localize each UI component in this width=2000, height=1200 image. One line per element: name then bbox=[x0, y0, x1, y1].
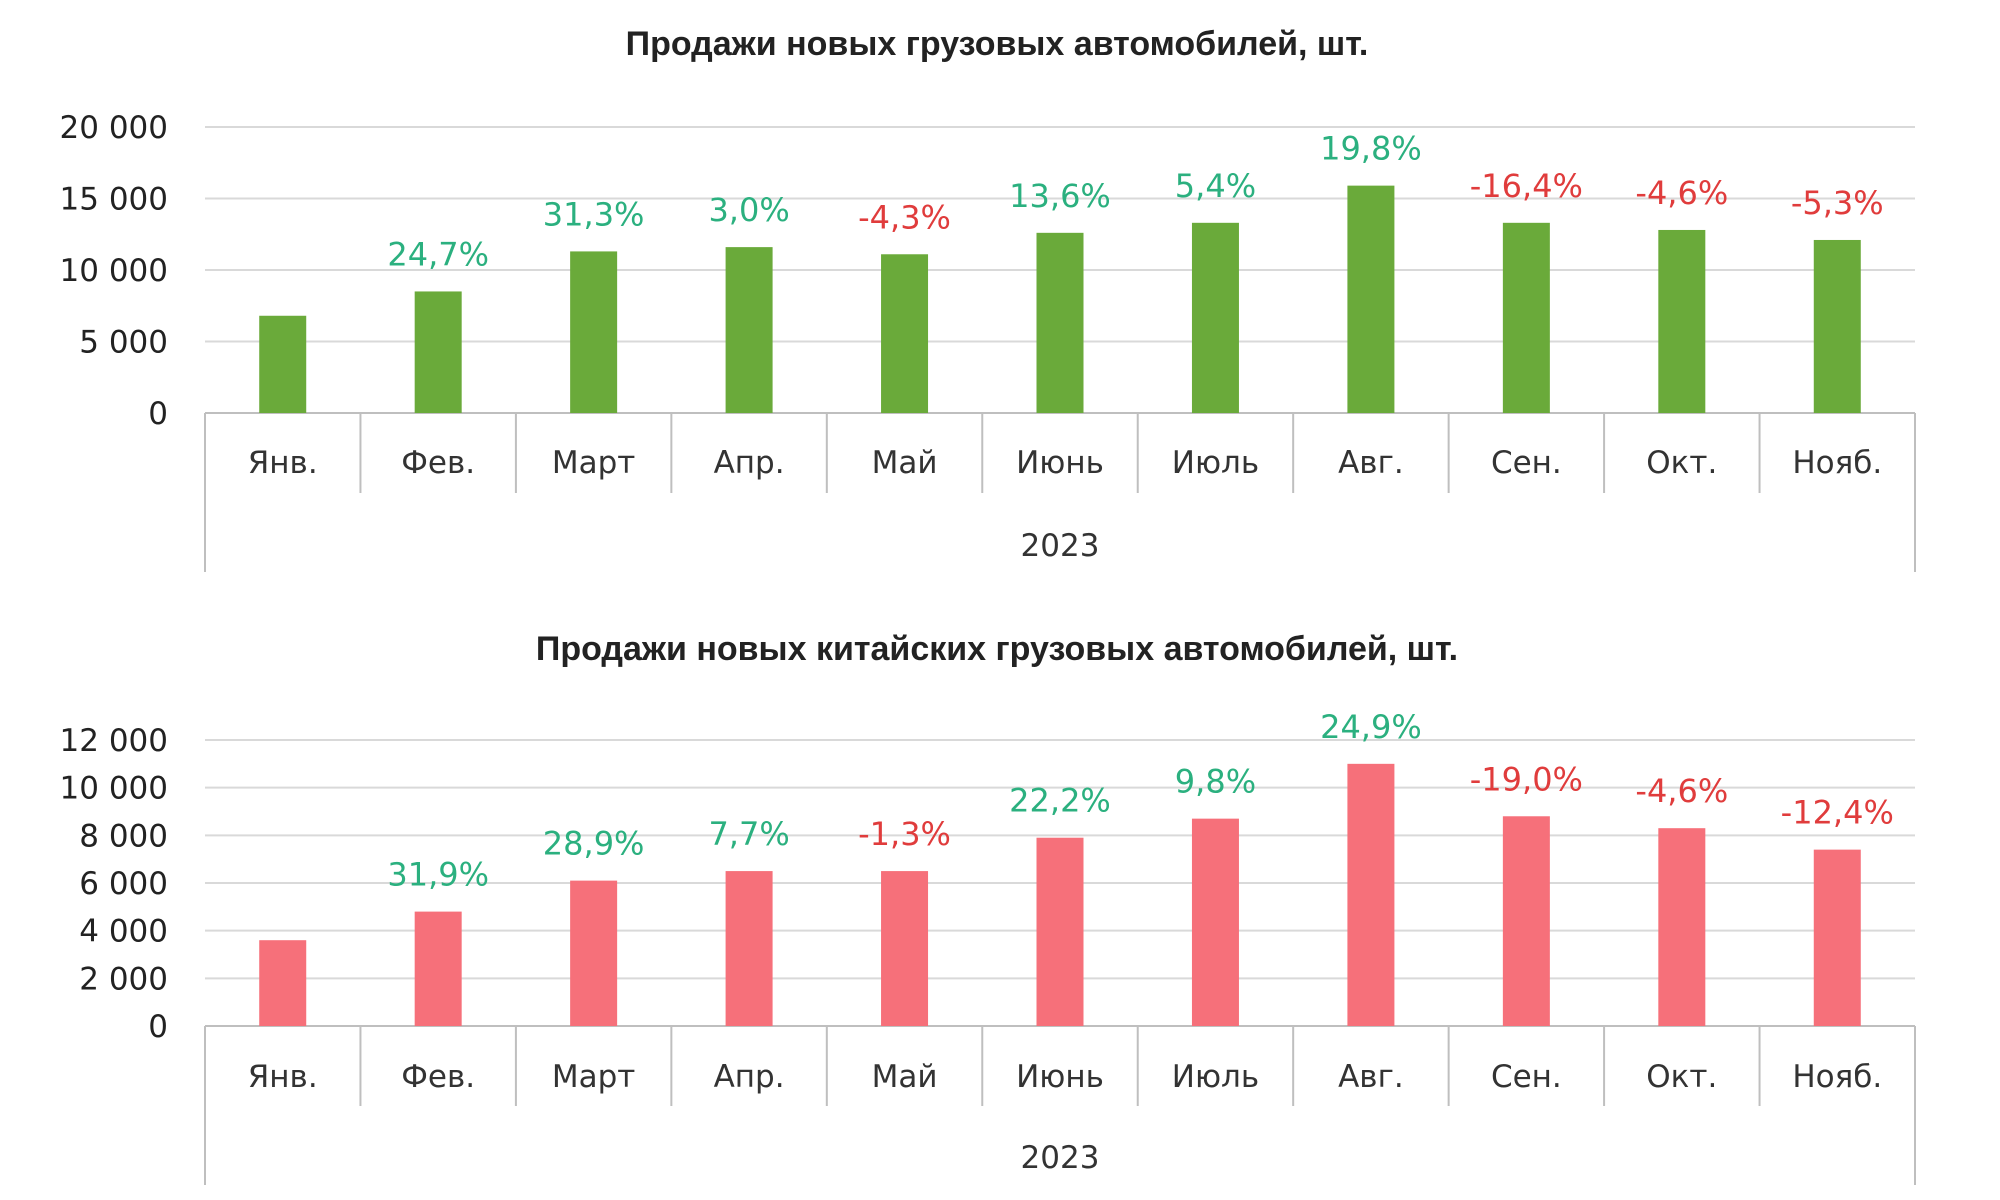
change-label: 9,8% bbox=[1175, 763, 1256, 801]
bar-Нояб. bbox=[1813, 849, 1861, 1026]
change-label: 19,8% bbox=[1320, 130, 1422, 168]
change-label: 28,9% bbox=[543, 825, 645, 863]
category-label: Апр. bbox=[714, 445, 785, 481]
bar-Июнь bbox=[1036, 837, 1084, 1026]
bar-Фев. bbox=[414, 911, 462, 1026]
change-label: -1,3% bbox=[858, 815, 951, 853]
category-label: Янв. bbox=[248, 1059, 318, 1095]
bar-Апр. bbox=[725, 247, 773, 413]
chart-title: Продажи новых китайских грузовых автомоб… bbox=[536, 630, 1458, 668]
category-label: Нояб. bbox=[1792, 445, 1882, 481]
change-label: -12,4% bbox=[1781, 794, 1894, 832]
category-label: Фев. bbox=[401, 445, 475, 481]
category-label: Июль bbox=[1172, 1059, 1259, 1095]
y-tick-label: 5 000 bbox=[79, 325, 168, 361]
y-tick-label: 0 bbox=[148, 396, 168, 432]
bar-Июнь bbox=[1036, 232, 1084, 413]
category-label: Сен. bbox=[1491, 445, 1562, 481]
change-label: -5,3% bbox=[1791, 184, 1884, 222]
chart-title: Продажи новых грузовых автомобилей, шт. bbox=[626, 25, 1369, 63]
change-label: 31,3% bbox=[543, 195, 645, 233]
bar-Янв. bbox=[259, 940, 307, 1026]
y-tick-label: 6 000 bbox=[79, 866, 168, 902]
change-label: -16,4% bbox=[1470, 167, 1583, 205]
change-label: 3,0% bbox=[708, 191, 789, 229]
bar-Апр. bbox=[725, 871, 773, 1026]
bar-Янв. bbox=[259, 315, 307, 413]
change-label: 24,9% bbox=[1320, 708, 1422, 746]
category-label: Сен. bbox=[1491, 1059, 1562, 1095]
bar-Июль bbox=[1191, 222, 1239, 413]
y-tick-label: 20 000 bbox=[60, 110, 168, 146]
bar-Май bbox=[881, 254, 929, 413]
category-label: Янв. bbox=[248, 445, 318, 481]
change-label: -4,3% bbox=[858, 198, 951, 236]
category-label: Окт. bbox=[1646, 445, 1717, 481]
category-label: Июнь bbox=[1016, 445, 1104, 481]
bar-Нояб. bbox=[1813, 239, 1861, 413]
y-tick-label: 0 bbox=[148, 1009, 168, 1045]
bar-Сен. bbox=[1502, 816, 1550, 1026]
category-label: Май bbox=[872, 445, 938, 481]
year-label: 2023 bbox=[1021, 1140, 1100, 1176]
change-label: 7,7% bbox=[708, 815, 789, 853]
bar-Июль bbox=[1191, 818, 1239, 1026]
bar-Март bbox=[570, 880, 618, 1026]
y-tick-label: 8 000 bbox=[79, 818, 168, 854]
year-label: 2023 bbox=[1021, 528, 1100, 564]
category-label: Апр. bbox=[714, 1059, 785, 1095]
y-tick-label: 10 000 bbox=[60, 253, 168, 289]
bar-Фев. bbox=[414, 291, 462, 413]
change-label: -19,0% bbox=[1470, 760, 1583, 798]
category-label: Авг. bbox=[1338, 445, 1404, 481]
bar-Авг. bbox=[1347, 185, 1395, 413]
change-label: 31,9% bbox=[387, 856, 489, 894]
y-tick-label: 4 000 bbox=[79, 914, 168, 950]
bar-Авг. bbox=[1347, 763, 1395, 1026]
bar-Май bbox=[881, 871, 929, 1026]
change-label: 22,2% bbox=[1009, 782, 1111, 820]
category-label: Март bbox=[552, 445, 635, 481]
bar-Март bbox=[570, 251, 618, 413]
change-label: 5,4% bbox=[1175, 167, 1256, 205]
chart-1: Продажи новых грузовых автомобилей, шт. 0… bbox=[60, 25, 1916, 572]
y-tick-label: 10 000 bbox=[60, 771, 168, 807]
change-label: 24,7% bbox=[387, 235, 489, 273]
category-label: Июль bbox=[1172, 445, 1259, 481]
bar-Окт. bbox=[1658, 229, 1706, 413]
y-tick-label: 15 000 bbox=[60, 182, 168, 218]
category-label: Май bbox=[872, 1059, 938, 1095]
change-label: -4,6% bbox=[1635, 174, 1728, 212]
y-tick-label: 2 000 bbox=[79, 961, 168, 997]
chart-2: Продажи новых китайских грузовых автомоб… bbox=[60, 630, 1916, 1185]
change-label: -4,6% bbox=[1635, 772, 1728, 810]
bar-Окт. bbox=[1658, 828, 1706, 1026]
category-label: Фев. bbox=[401, 1059, 475, 1095]
category-label: Март bbox=[552, 1059, 635, 1095]
category-label: Авг. bbox=[1338, 1059, 1404, 1095]
category-label: Нояб. bbox=[1792, 1059, 1882, 1095]
category-label: Окт. bbox=[1646, 1059, 1717, 1095]
bar-Сен. bbox=[1502, 222, 1550, 413]
category-label: Июнь bbox=[1016, 1059, 1104, 1095]
change-label: 13,6% bbox=[1009, 177, 1111, 215]
y-tick-label: 12 000 bbox=[60, 723, 168, 759]
